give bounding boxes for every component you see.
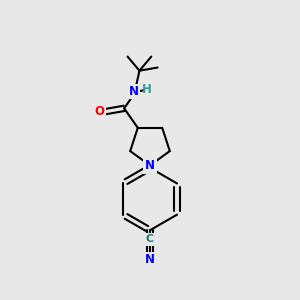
Text: C: C <box>146 234 154 244</box>
Text: N: N <box>145 159 155 172</box>
Text: O: O <box>95 105 105 118</box>
Text: H: H <box>142 83 152 96</box>
Text: N: N <box>145 254 155 266</box>
Text: N: N <box>129 85 139 98</box>
